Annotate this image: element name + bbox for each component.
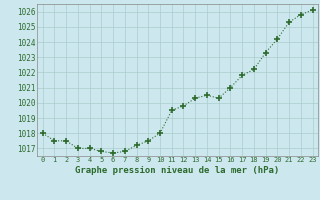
X-axis label: Graphe pression niveau de la mer (hPa): Graphe pression niveau de la mer (hPa) [76,166,280,175]
